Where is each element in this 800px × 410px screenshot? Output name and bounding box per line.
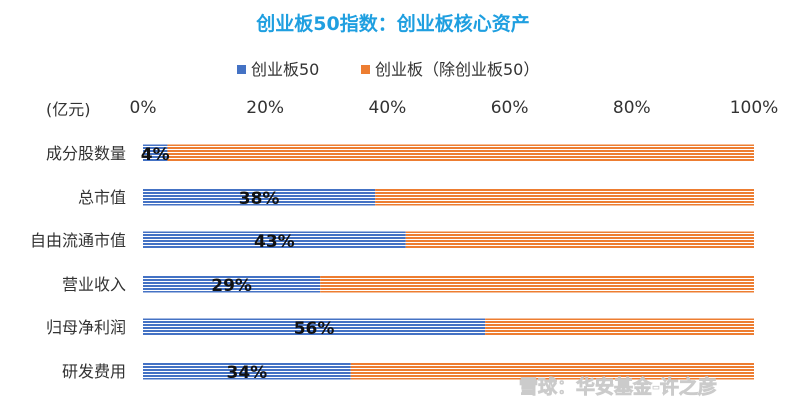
legend-swatch-series-1 [237,65,246,74]
bar-series-2 [405,231,754,249]
data-label: 4% [141,145,170,165]
data-label: 29% [211,276,252,296]
x-tick-label: 60% [491,98,529,118]
legend: 创业板50 创业板（除创业板50） [237,60,539,79]
category-label: 营业收入 [62,275,126,294]
unit-label: (亿元) [46,100,91,119]
bar-series-2 [375,188,754,206]
legend-label-series-2: 创业板（除创业板50） [375,60,539,79]
category-label: 研发费用 [62,362,126,381]
data-label: 43% [254,232,295,252]
bar-series-2 [320,275,754,293]
watermark: 雪球：华安基金-许之彦 [519,375,717,398]
data-label: 56% [294,319,335,339]
bar-series-2 [485,318,754,336]
x-axis-ticks: 0% 20% 40% 60% 80% 100% [130,98,779,118]
bar-series-1 [143,188,376,206]
chart-title: 创业板50指数：创业板核心资产 [255,12,529,35]
category-label: 归母净利润 [46,318,126,337]
bar-series-2 [167,144,754,162]
x-tick-label: 0% [130,98,157,118]
legend-swatch-series-2 [361,65,370,74]
bar-series-1 [143,231,406,249]
bar-series-2 [350,362,754,380]
data-labels: 4% 38% 43% 29% 56% 34% [141,145,335,383]
data-label: 38% [239,189,280,209]
category-label: 成分股数量 [46,144,126,163]
bars [143,144,754,380]
category-label: 总市值 [78,188,126,207]
x-tick-label: 100% [730,98,779,118]
bar-series-1 [143,275,321,293]
x-tick-label: 20% [246,98,284,118]
legend-label-series-1: 创业板50 [251,60,319,79]
x-tick-label: 40% [369,98,407,118]
x-tick-label: 80% [613,98,651,118]
bar-series-1 [143,318,486,336]
category-label: 自由流通市值 [30,231,126,250]
bar-series-1 [143,144,168,162]
bar-series-1 [143,362,351,380]
data-label: 34% [227,363,268,383]
